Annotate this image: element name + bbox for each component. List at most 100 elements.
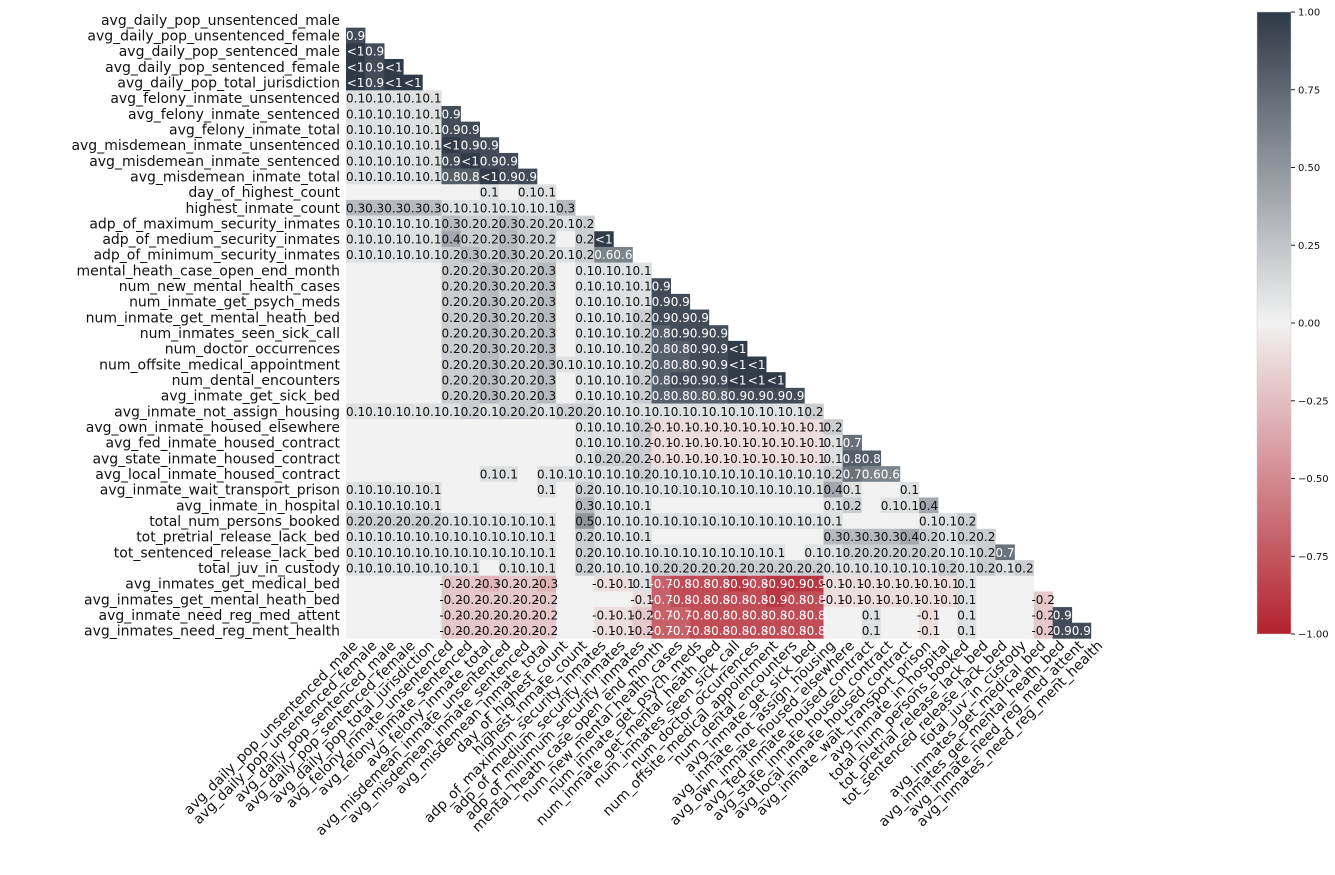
- row-label: avg_inmates_get_mental_heath_bed: [84, 592, 340, 608]
- heatmap-cell: [403, 466, 422, 482]
- cell-annotation: 0.2: [518, 311, 537, 325]
- cell-annotation: 0.2: [518, 405, 537, 419]
- cell-annotation: 0.1: [613, 342, 632, 356]
- cell-annotation: 0.1: [403, 170, 422, 184]
- cell-annotation: 0.9: [1072, 624, 1091, 638]
- cell-annotation: 0.9: [766, 389, 785, 403]
- cell-annotation: 0.2: [461, 264, 480, 278]
- cell-annotation: 0.1: [442, 405, 461, 419]
- cell-annotation: 0.1: [403, 92, 422, 106]
- heatmap-cell: [403, 388, 422, 404]
- heatmap-cell: [346, 607, 365, 623]
- cell-annotation: 0.8: [690, 389, 709, 403]
- cell-annotation: <1: [729, 358, 747, 372]
- heatmap-cell: [461, 482, 480, 498]
- cell-annotation: 0.1: [384, 561, 403, 575]
- heatmap-cell: [422, 419, 441, 435]
- cell-annotation: 0.1: [461, 201, 480, 215]
- heatmap-cell: [995, 576, 1014, 592]
- cell-annotation: 0.2: [843, 499, 862, 513]
- colorbar-tick-label: 1.00: [1298, 8, 1320, 19]
- cell-annotation: 0.1: [613, 280, 632, 294]
- heatmap-cell: [384, 372, 403, 388]
- heatmap-cell: [365, 341, 384, 357]
- cell-annotation: 0.1: [919, 514, 938, 528]
- heatmap-cell: [499, 450, 518, 466]
- heatmap-cell: [843, 607, 862, 623]
- cell-annotation: 0.1: [403, 248, 422, 262]
- cell-annotation: 0.3: [537, 264, 556, 278]
- cell-annotation: 0.1: [613, 327, 632, 341]
- heatmap-cell: [556, 372, 575, 388]
- cell-annotation: 0.1: [613, 530, 632, 544]
- heatmap-cell: [728, 497, 747, 513]
- heatmap-cell: [976, 607, 995, 623]
- cell-annotation: 0.1: [365, 139, 384, 153]
- cell-annotation: <1: [442, 139, 460, 153]
- cell-annotation: 0.9: [671, 374, 690, 388]
- cell-annotation: 0.3: [480, 311, 499, 325]
- cell-annotation: 0.1: [384, 530, 403, 544]
- row-label: avg_own_inmate_housed_elsewhere: [86, 420, 340, 436]
- colorbar-tick-label: −1.00: [1298, 630, 1329, 641]
- cell-annotation: 0.1: [652, 546, 671, 560]
- heatmap-cell: [403, 607, 422, 623]
- row-label: avg_daily_pop_total_jurisdiction: [117, 75, 340, 91]
- heatmap-cell: [403, 419, 422, 435]
- cell-annotation: 0.9: [365, 76, 384, 90]
- cell-annotation: 0.2: [499, 295, 518, 309]
- heatmap-cell: [442, 466, 461, 482]
- cell-annotation: 0.2: [518, 358, 537, 372]
- cell-annotation: 0.9: [709, 358, 728, 372]
- cell-annotation: 0.1: [480, 514, 499, 528]
- heatmap-cell: [461, 466, 480, 482]
- heatmap-cell: [862, 482, 881, 498]
- heatmap-cell: [422, 341, 441, 357]
- cell-annotation: 0.9: [690, 311, 709, 325]
- cell-annotation: 0.1: [594, 327, 613, 341]
- cell-annotation: 0.1: [804, 514, 823, 528]
- heatmap-cell: [747, 529, 766, 545]
- cell-annotation: 0.8: [442, 170, 461, 184]
- cell-annotation: 0.1: [365, 92, 384, 106]
- heatmap-cell: [346, 294, 365, 310]
- cell-annotation: 0.1: [957, 624, 976, 638]
- row-label: avg_inmate_need_reg_med_attent: [99, 608, 341, 624]
- cell-annotation: 0.7: [843, 467, 862, 481]
- heatmap-cell: [804, 529, 823, 545]
- heatmap-cell: [747, 497, 766, 513]
- heatmap-cell: [403, 435, 422, 451]
- cell-annotation: 0.3: [346, 201, 365, 215]
- cell-annotation: -0.1: [802, 452, 825, 466]
- cell-annotation: 0.1: [594, 561, 613, 575]
- heatmap-cell: [442, 435, 461, 451]
- heatmap-cell: [556, 450, 575, 466]
- cell-annotation: 0.1: [422, 123, 441, 137]
- heatmap-cell: [556, 623, 575, 639]
- cell-annotation: 0.9: [652, 295, 671, 309]
- cell-annotation: 0.1: [442, 201, 461, 215]
- colorbar-tick-label: 0.25: [1298, 241, 1320, 252]
- cell-annotation: 0.1: [824, 561, 843, 575]
- heatmap-cell: [384, 466, 403, 482]
- cell-annotation: 0.1: [499, 546, 518, 560]
- cell-annotation: 0.1: [403, 107, 422, 121]
- heatmap-cell: [976, 623, 995, 639]
- heatmap-cell: [365, 278, 384, 294]
- heatmap-cell: [518, 435, 537, 451]
- cell-annotation: 0.2: [785, 561, 804, 575]
- cell-annotation: 0.1: [824, 436, 843, 450]
- cell-annotation: 0.1: [346, 561, 365, 575]
- cell-annotation: 0.2: [575, 530, 594, 544]
- heatmap-cell: [652, 497, 671, 513]
- cell-annotation: 0.1: [403, 561, 422, 575]
- heatmap-cell: [480, 497, 499, 513]
- cell-annotation: 0.1: [804, 483, 823, 497]
- cell-annotation: -0.2: [535, 608, 558, 622]
- cell-annotation: 0.8: [652, 358, 671, 372]
- heatmap-cell: [480, 450, 499, 466]
- heatmap-cell: [480, 560, 499, 576]
- cell-annotation: 0.1: [613, 264, 632, 278]
- cell-annotation: 0.1: [384, 248, 403, 262]
- cell-annotation: 0.1: [613, 420, 632, 434]
